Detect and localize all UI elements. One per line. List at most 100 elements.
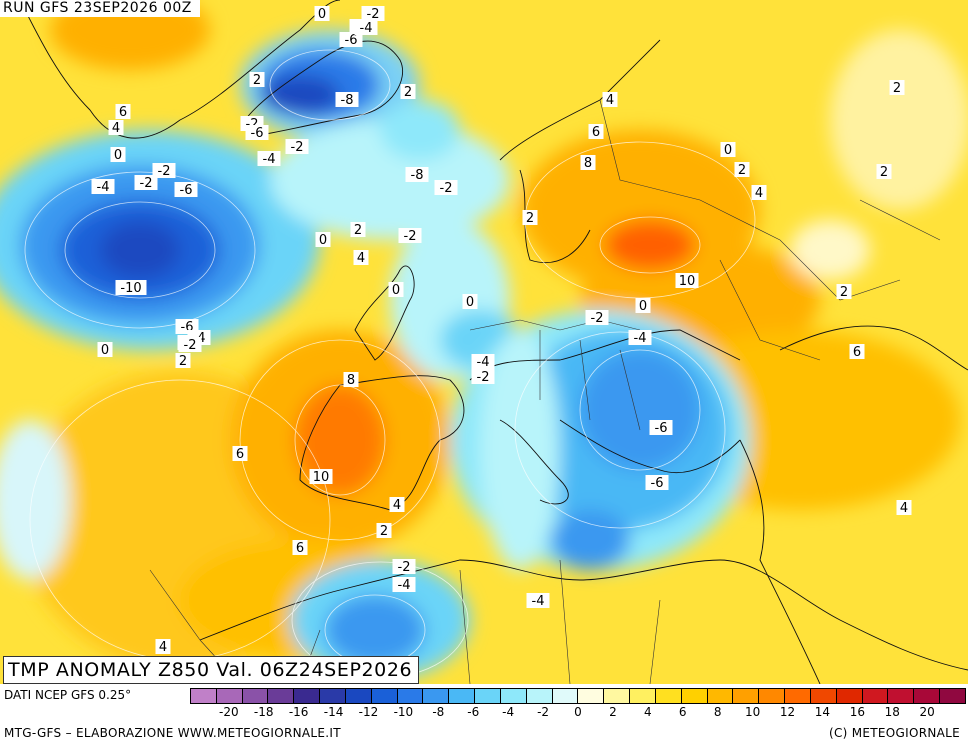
contour-label: 6	[588, 124, 604, 140]
scale-tick-label: -16	[288, 705, 309, 719]
contour-label: 2	[175, 353, 191, 369]
contour-label: 0	[97, 342, 113, 358]
contour-label: 0	[720, 142, 736, 158]
scale-swatch	[320, 689, 346, 703]
scale-swatch	[268, 689, 295, 703]
contour-label: 2	[522, 210, 538, 226]
contour-label: -4	[392, 577, 416, 593]
svg-text:4: 4	[112, 121, 120, 136]
svg-text:-2: -2	[367, 7, 380, 22]
scale-tick-label: 10	[744, 705, 761, 719]
scale-swatch	[733, 689, 760, 703]
scale-swatch	[888, 689, 915, 703]
contour-label: 2	[400, 84, 416, 100]
map-title: TMP ANOMALY Z850 Val. 06Z24SEP2026	[3, 656, 420, 684]
contour-label: -6	[174, 182, 198, 198]
scale-swatch	[836, 689, 863, 703]
isolines	[24, 49, 756, 679]
contour-label: 2	[836, 284, 852, 300]
svg-text:4: 4	[159, 640, 167, 655]
svg-text:2: 2	[253, 73, 261, 88]
scale-swatch	[630, 689, 656, 703]
legend-footer: DATI NCEP GFS 0.25° -20 -18 -16 -14 -12 -10 -8…	[0, 684, 968, 745]
svg-text:0: 0	[114, 148, 122, 163]
scale-tick-label: 8	[713, 705, 722, 719]
scale-tick-label: 4	[644, 705, 652, 719]
svg-text:4: 4	[393, 498, 401, 513]
contour-label: 4	[389, 497, 405, 513]
svg-text:-2: -2	[140, 176, 153, 191]
scale-swatch	[475, 689, 501, 703]
scale-swatch	[552, 689, 579, 703]
copyright-label: (C) METEOGIORNALE	[828, 726, 960, 740]
contour-label: 6	[232, 446, 248, 462]
svg-text:4: 4	[755, 186, 763, 201]
svg-text:10: 10	[679, 274, 696, 289]
svg-text:-6: -6	[655, 421, 668, 436]
contour-label: 2	[249, 72, 265, 88]
contour-label: -6	[649, 420, 673, 436]
contour-label: -4	[91, 179, 115, 195]
scale-swatch	[500, 689, 527, 703]
contour-label: 2	[376, 523, 392, 539]
svg-text:2: 2	[840, 285, 848, 300]
svg-text:-4: -4	[532, 594, 545, 609]
svg-text:-2: -2	[440, 181, 453, 196]
svg-text:-2: -2	[158, 164, 171, 179]
scale-swatch	[191, 689, 217, 703]
contour-label: -4	[628, 330, 652, 346]
contour-label: 0	[314, 6, 330, 22]
color-scale	[190, 688, 966, 704]
svg-text:-2: -2	[291, 140, 304, 155]
scale-tick-label: -6	[467, 705, 480, 719]
svg-text:0: 0	[724, 143, 732, 158]
svg-text:-8: -8	[411, 168, 424, 183]
svg-text:2: 2	[380, 524, 388, 539]
contour-label: 6	[849, 344, 865, 360]
scale-tick-label: -14	[323, 705, 344, 719]
contour-label: 8	[580, 155, 596, 171]
scale-swatch	[423, 689, 450, 703]
svg-text:-4: -4	[97, 180, 110, 195]
contour-label: -6	[645, 475, 669, 491]
contour-label: 0	[110, 147, 126, 163]
svg-text:-2: -2	[398, 560, 411, 575]
scale-tick-label: -18	[253, 705, 274, 719]
scale-swatch	[242, 689, 269, 703]
scale-tick-label: 6	[678, 705, 687, 719]
svg-text:-4: -4	[360, 21, 373, 36]
svg-text:-6: -6	[180, 183, 193, 198]
scale-swatch	[681, 689, 708, 703]
svg-text:4: 4	[606, 93, 614, 108]
contour-label: -2	[285, 139, 309, 155]
svg-text:2: 2	[179, 354, 187, 369]
scale-swatch	[578, 689, 605, 703]
svg-text:8: 8	[347, 373, 355, 388]
scale-tick-label: -2	[537, 705, 550, 719]
svg-text:-8: -8	[341, 93, 354, 108]
svg-text:2: 2	[880, 165, 888, 180]
contour-label: 2	[734, 162, 750, 178]
svg-text:0: 0	[392, 283, 400, 298]
contour-label: -6	[339, 32, 363, 48]
scale-swatch	[810, 689, 837, 703]
credit-label: MTG-GFS – ELABORAZIONE WWW.METEOGIORNALE…	[4, 726, 341, 740]
contour-label: -10	[115, 280, 147, 296]
svg-text:-6: -6	[251, 126, 264, 141]
svg-text:8: 8	[584, 156, 592, 171]
svg-text:-10: -10	[120, 281, 141, 296]
svg-text:0: 0	[466, 295, 474, 310]
scale-swatch	[604, 689, 631, 703]
contour-label: 8	[343, 372, 359, 388]
contour-label: -2	[361, 6, 385, 22]
contour-label: 6	[115, 104, 131, 120]
contour-label: -4	[526, 593, 550, 609]
svg-text:6: 6	[296, 541, 304, 556]
scale-swatch	[785, 689, 811, 703]
svg-text:-6: -6	[345, 33, 358, 48]
scale-swatch	[862, 689, 889, 703]
contour-label: 2	[350, 222, 366, 238]
contour-label: 4	[155, 639, 171, 655]
scale-tick-label: 18	[884, 705, 900, 719]
svg-text:2: 2	[526, 211, 534, 226]
